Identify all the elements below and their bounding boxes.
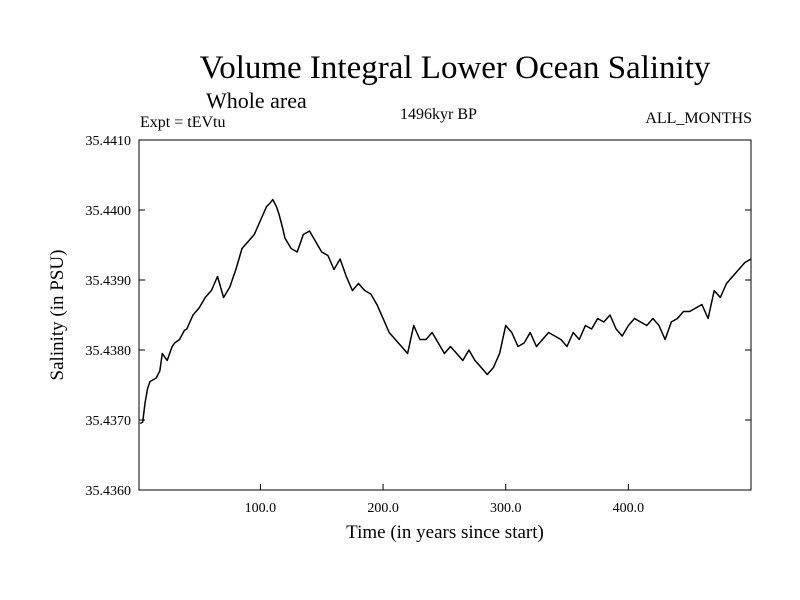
y-axis: 35.4360 35.4370 35.4380 35.4390 35.4400 35.44… xyxy=(86,134,751,499)
x-tick-label: 400.0 xyxy=(613,501,645,516)
y-tick-label: 35.4400 xyxy=(86,204,132,219)
period-label: 1496kyr BP xyxy=(400,106,477,123)
salinity-series-line xyxy=(139,198,752,425)
months-label: ALL_MONTHS xyxy=(645,110,752,127)
y-tick-label: 35.4390 xyxy=(86,274,132,289)
x-tick-label: 200.0 xyxy=(367,501,399,516)
y-tick-label: 35.4370 xyxy=(86,414,132,429)
x-axis-label: Time (in years since start) xyxy=(346,522,544,543)
y-axis-label: Salinity (in PSU) xyxy=(47,250,68,381)
experiment-label: Expt = tEVtu xyxy=(140,114,226,131)
y-tick-label: 35.4410 xyxy=(86,134,132,149)
y-tick-label: 35.4360 xyxy=(86,484,132,499)
x-tick-label: 300.0 xyxy=(490,501,522,516)
x-axis: 100.0 200.0 300.0 400.0 xyxy=(245,484,644,516)
chart-subtitle: Whole area xyxy=(206,88,307,113)
chart-title: Volume Integral Lower Ocean Salinity xyxy=(199,50,711,86)
y-tick-label: 35.4380 xyxy=(86,344,132,359)
plot-frame xyxy=(138,139,752,491)
x-tick-label: 100.0 xyxy=(245,501,277,516)
